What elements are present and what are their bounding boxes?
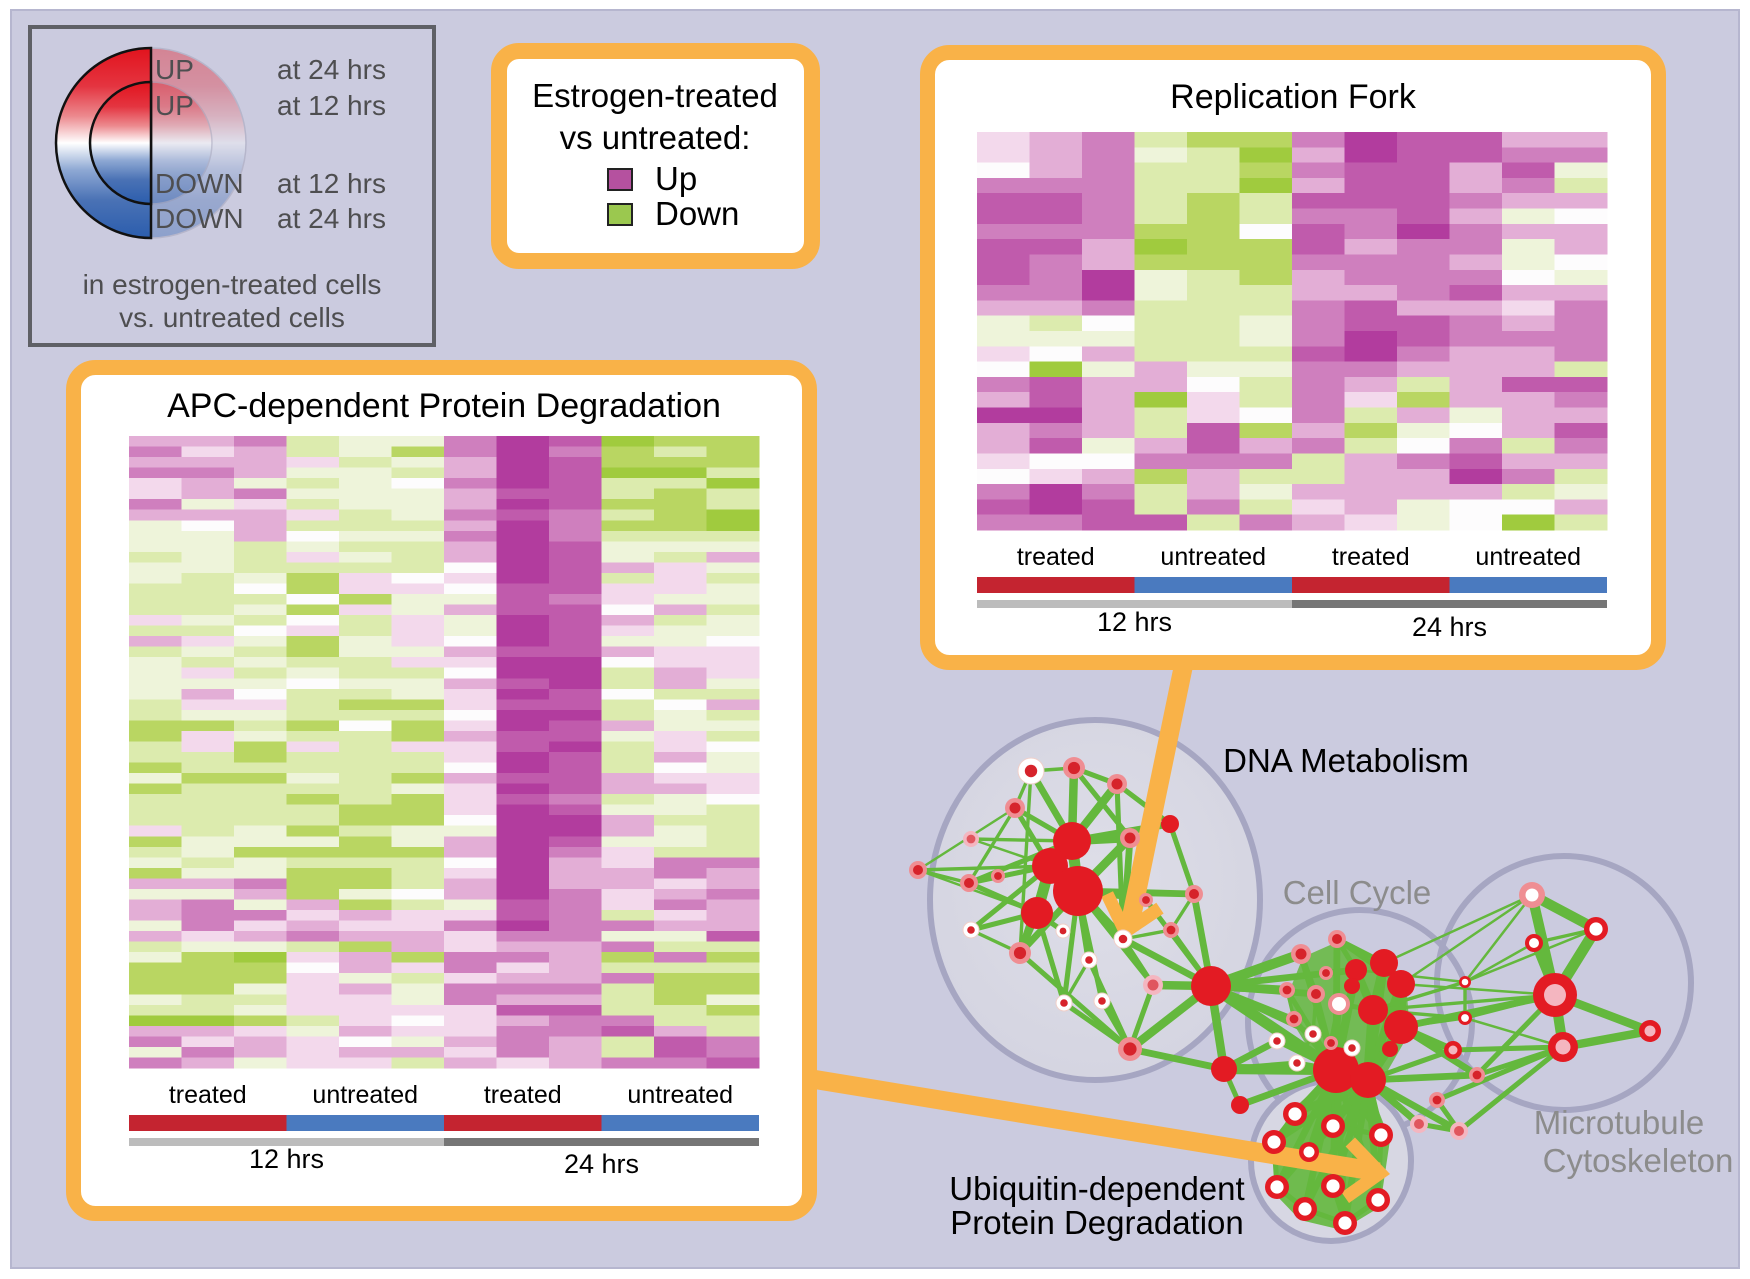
svg-text:DOWN: DOWN [155,203,244,234]
svg-text:at 12 hrs: at 12 hrs [277,90,386,121]
svg-text:vs. untreated cells: vs. untreated cells [119,302,345,333]
svg-text:Down: Down [655,195,739,232]
svg-text:DNA Metabolism: DNA Metabolism [1223,742,1469,779]
svg-text:12 hrs: 12 hrs [249,1144,324,1174]
svg-text:untreated: untreated [627,1081,733,1109]
svg-text:Protein Degradation: Protein Degradation [950,1204,1244,1241]
svg-text:treated: treated [1017,543,1095,571]
svg-text:Up: Up [655,160,697,197]
svg-text:Ubiquitin-dependent: Ubiquitin-dependent [949,1170,1244,1207]
svg-text:Estrogen-treated: Estrogen-treated [532,77,778,114]
svg-text:untreated: untreated [1160,543,1266,571]
svg-text:24 hrs: 24 hrs [564,1149,639,1179]
svg-text:Replication Fork: Replication Fork [1170,78,1417,116]
svg-text:UP: UP [155,90,194,121]
svg-text:DOWN: DOWN [155,168,244,199]
svg-text:Microtubule: Microtubule [1534,1104,1705,1141]
svg-text:Cytoskeleton: Cytoskeleton [1543,1142,1734,1179]
svg-text:in estrogen-treated cells: in estrogen-treated cells [83,269,382,300]
svg-text:UP: UP [155,54,194,85]
svg-text:at 12 hrs: at 12 hrs [277,168,386,199]
svg-text:vs untreated:: vs untreated: [560,119,751,156]
svg-text:untreated: untreated [312,1081,418,1109]
svg-text:12 hrs: 12 hrs [1097,607,1172,637]
svg-text:Cell Cycle: Cell Cycle [1283,874,1432,911]
svg-text:untreated: untreated [1475,543,1581,571]
svg-text:treated: treated [484,1081,562,1109]
svg-text:treated: treated [1332,543,1410,571]
svg-text:APC-dependent Protein Degradat: APC-dependent Protein Degradation [167,387,721,425]
svg-text:at 24 hrs: at 24 hrs [277,54,386,85]
svg-text:treated: treated [169,1081,247,1109]
svg-text:at 24 hrs: at 24 hrs [277,203,386,234]
svg-text:24 hrs: 24 hrs [1412,612,1487,642]
